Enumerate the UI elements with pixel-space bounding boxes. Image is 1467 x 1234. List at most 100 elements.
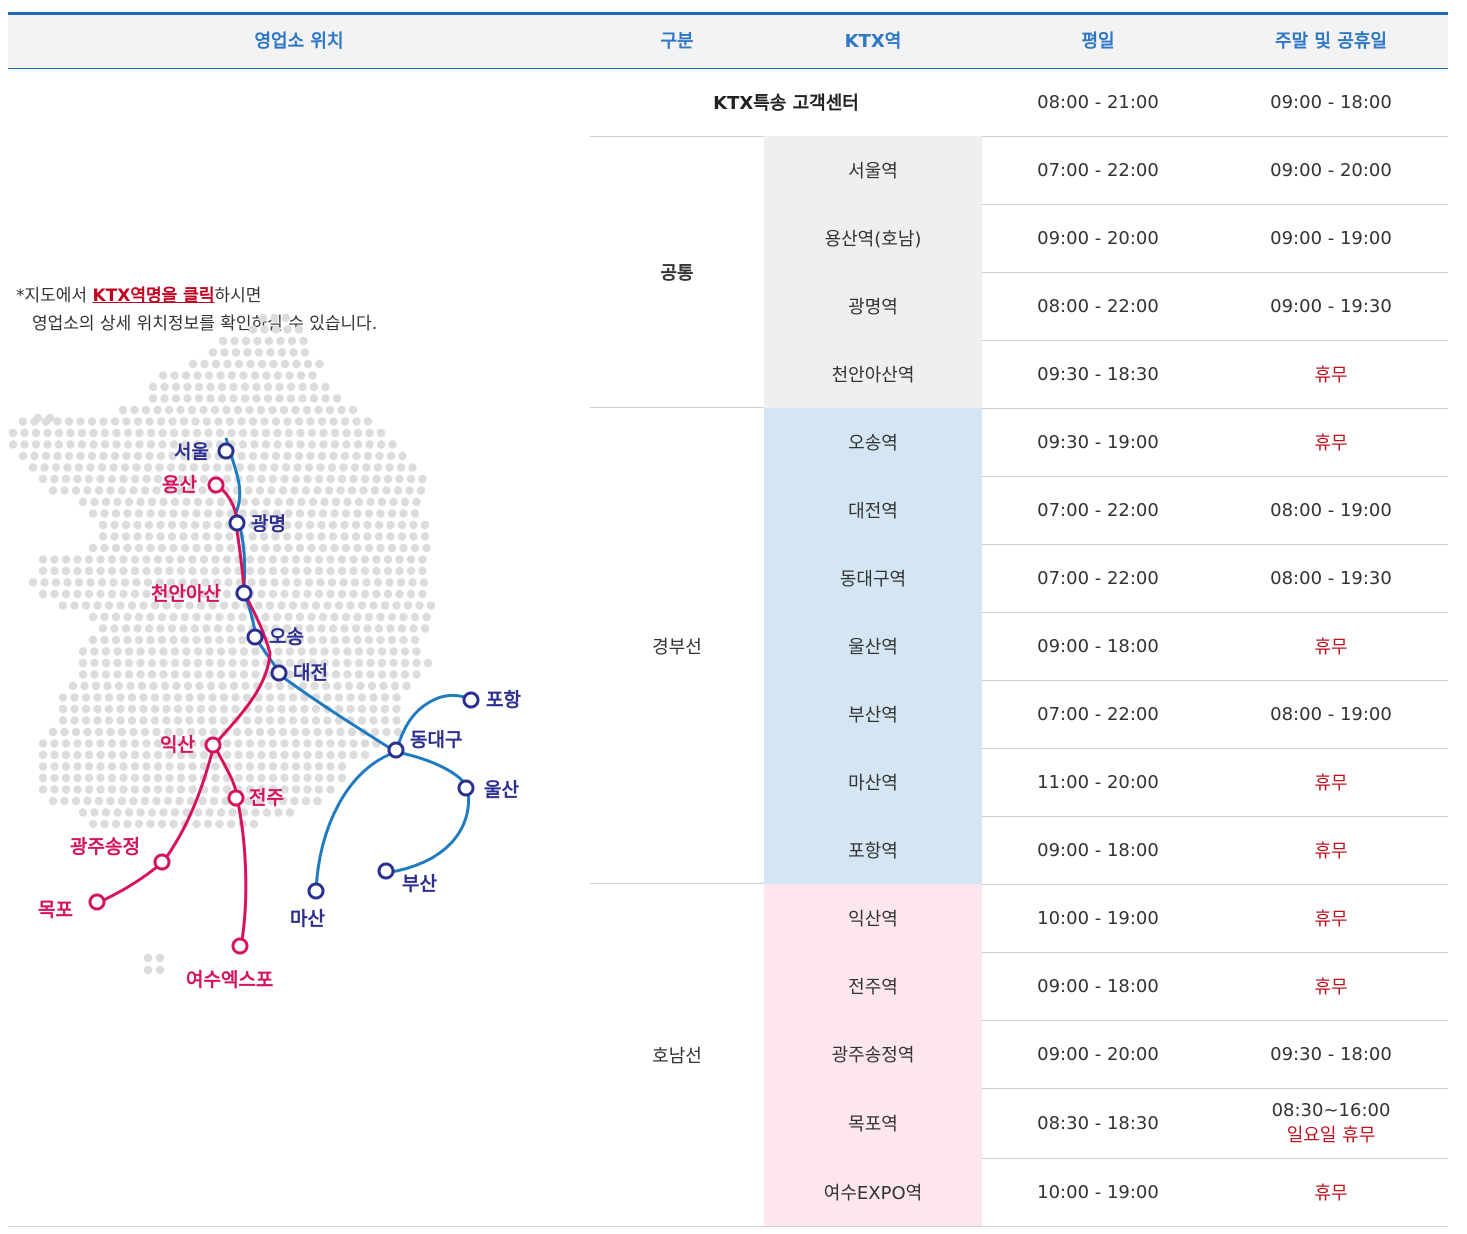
weekend-hours-value: 09:00 - 19:00 xyxy=(1270,227,1392,249)
svg-text:여수엑스포: 여수엑스포 xyxy=(186,969,273,991)
table-row: 부산역 07:00 - 22:00 08:00 - 19:00 xyxy=(764,680,1448,749)
weekday-hours: 07:00 - 22:00 xyxy=(1037,499,1159,521)
table-row: 광명역 08:00 - 22:00 09:00 - 19:30 xyxy=(764,272,1448,341)
weekday-hours: 09:00 - 18:00 xyxy=(1037,839,1159,861)
header-category: 구분 xyxy=(660,31,694,52)
weekday-hours: 07:00 - 22:00 xyxy=(1037,703,1159,725)
weekday-hours: 10:00 - 19:00 xyxy=(1037,1181,1159,1203)
weekday-hours: 11:00 - 20:00 xyxy=(1037,771,1159,793)
station-gwangmyeong[interactable]: 광명 xyxy=(228,513,286,535)
ktx-center-name: KTX특송 고객센터 xyxy=(713,93,859,114)
header-weekday: 평일 xyxy=(1081,31,1115,52)
group-gyeongbu: 경부선 xyxy=(590,408,764,884)
station-ulsan[interactable]: 울산 xyxy=(457,779,519,801)
table-row: 마산역 11:00 - 20:00 휴무 xyxy=(764,748,1448,817)
weekday-hours: 09:00 - 20:00 xyxy=(1037,227,1159,249)
weekend-hours: 09:00 - 18:00 xyxy=(1270,91,1392,113)
svg-text:마산: 마산 xyxy=(290,908,325,930)
weekend-hours: 09:00 - 19:00 xyxy=(1214,204,1448,272)
weekend-hours-value: 09:00 - 20:00 xyxy=(1270,159,1392,181)
weekend-hours-value: 휴무 xyxy=(1314,841,1348,862)
weekday-hours: 09:00 - 18:00 xyxy=(1037,975,1159,997)
weekend-hours-value: 08:00 - 19:00 xyxy=(1270,703,1392,725)
station-cheonanasan[interactable]: 천안아산 xyxy=(151,583,253,605)
guide-highlight: KTX역명을 클릭 xyxy=(92,286,215,306)
table-row: 대전역 07:00 - 22:00 08:00 - 19:00 xyxy=(764,476,1448,545)
location-map-panel: *지도에서 KTX역명을 클릭하시면 영업소의 상세 위치정보를 확인하실 수 … xyxy=(8,68,590,1226)
station-name: 마산역 xyxy=(764,748,982,816)
svg-text:전주: 전주 xyxy=(249,787,284,809)
station-pohang[interactable]: 포항 xyxy=(462,689,521,711)
table-row: 오송역 09:30 - 19:00 휴무 xyxy=(764,408,1448,477)
svg-text:서울: 서울 xyxy=(174,441,209,463)
station-name: 동대구역 xyxy=(764,544,982,612)
station-name: 전주역 xyxy=(764,952,982,1020)
station-dongdaegu[interactable]: 동대구 xyxy=(387,729,462,759)
weekend-hours: 08:00 - 19:30 xyxy=(1214,544,1448,612)
table-row: 포항역 09:00 - 18:00 휴무 xyxy=(764,816,1448,885)
weekend-note: 일요일 휴무 xyxy=(1286,1124,1376,1146)
station-name: 용산역(호남) xyxy=(764,204,982,272)
group-common: 공통 xyxy=(590,136,764,408)
table-row: 전주역 09:00 - 18:00 휴무 xyxy=(764,952,1448,1021)
table-row: 서울역 07:00 - 22:00 09:00 - 20:00 xyxy=(764,136,1448,205)
gyeongbu-line-busan xyxy=(385,750,471,875)
svg-text:광명: 광명 xyxy=(251,513,286,535)
weekend-hours-value: 휴무 xyxy=(1314,977,1348,998)
weekend-hours-value: 휴무 xyxy=(1314,433,1348,454)
station-osong[interactable]: 오송 xyxy=(246,626,304,648)
table-row: 여수EXPO역 10:00 - 19:00 휴무 xyxy=(764,1158,1448,1226)
svg-text:광주송정: 광주송정 xyxy=(70,836,140,858)
station-busan[interactable]: 부산 xyxy=(377,862,437,895)
weekend-hours: 09:30 - 18:00 xyxy=(1214,1020,1448,1088)
station-name: 오송역 xyxy=(764,408,982,476)
station-name: 서울역 xyxy=(764,136,982,204)
header-station: KTX역 xyxy=(844,31,902,52)
table-row: 광주송정역 09:00 - 20:00 09:30 - 18:00 xyxy=(764,1020,1448,1089)
station-yeosuexpo[interactable]: 여수엑스포 xyxy=(186,937,273,991)
svg-text:오송: 오송 xyxy=(269,626,304,648)
weekday-hours: 09:00 - 18:00 xyxy=(1037,635,1159,657)
weekend-hours-value: 휴무 xyxy=(1314,1183,1348,1204)
table-row: 울산역 09:00 - 18:00 휴무 xyxy=(764,612,1448,681)
header-weekend: 주말 및 공휴일 xyxy=(1275,31,1387,52)
weekend-hours-value: 휴무 xyxy=(1314,773,1348,794)
weekend-hours-value: 휴무 xyxy=(1314,365,1348,386)
weekend-hours: 휴무 xyxy=(1214,408,1448,476)
table-row: 동대구역 07:00 - 22:00 08:00 - 19:30 xyxy=(764,544,1448,613)
weekend-hours-value: 09:30 - 18:00 xyxy=(1270,1043,1392,1065)
station-iksan[interactable]: 익산 xyxy=(160,734,222,756)
svg-text:동대구: 동대구 xyxy=(410,729,462,751)
table-row: 천안아산역 09:30 - 18:30 휴무 xyxy=(764,340,1448,409)
honam-line-yeosu xyxy=(212,744,248,947)
station-name: 광주송정역 xyxy=(764,1020,982,1088)
station-gwangjusongjeong[interactable]: 광주송정 xyxy=(70,836,171,871)
weekend-hours-value: 휴무 xyxy=(1314,909,1348,930)
station-daejeon[interactable]: 대전 xyxy=(270,662,328,684)
gyeongbu-line-trunk xyxy=(224,437,397,754)
weekend-hours: 휴무 xyxy=(1214,884,1448,952)
station-yongsan[interactable]: 용산 xyxy=(162,474,225,496)
weekend-hours-value: 08:00 - 19:00 xyxy=(1270,499,1392,521)
svg-text:천안아산: 천안아산 xyxy=(151,583,221,605)
station-masan[interactable]: 마산 xyxy=(290,882,325,930)
station-jeonju[interactable]: 전주 xyxy=(227,787,284,809)
weekend-hours-value: 09:00 - 19:30 xyxy=(1270,295,1392,317)
weekend-hours-value: 휴무 xyxy=(1314,637,1348,658)
station-name: 여수EXPO역 xyxy=(764,1158,982,1226)
weekend-hours: 08:00 - 19:00 xyxy=(1214,680,1448,748)
station-mokpo[interactable]: 목포 xyxy=(38,893,106,921)
ktx-route-map: 서울 광명 오송 대전 포항 동대구 xyxy=(8,313,521,991)
weekday-hours: 08:00 - 22:00 xyxy=(1037,295,1159,317)
guide-prefix: *지도에서 xyxy=(16,286,93,306)
table-header: 영업소 위치 구분 KTX역 평일 주말 및 공휴일 xyxy=(8,15,1448,69)
weekend-hours: 휴무 xyxy=(1214,1158,1448,1226)
weekend-hours: 휴무 xyxy=(1214,340,1448,408)
weekend-hours-value: 08:30~16:00 xyxy=(1271,1099,1391,1121)
weekday-hours: 07:00 - 22:00 xyxy=(1037,567,1159,589)
weekend-hours: 08:00 - 19:00 xyxy=(1214,476,1448,544)
table-top-border xyxy=(8,12,1448,15)
svg-text:부산: 부산 xyxy=(402,873,437,895)
table-bottom-border xyxy=(8,1226,1448,1227)
station-seoul[interactable]: 서울 xyxy=(174,441,235,463)
